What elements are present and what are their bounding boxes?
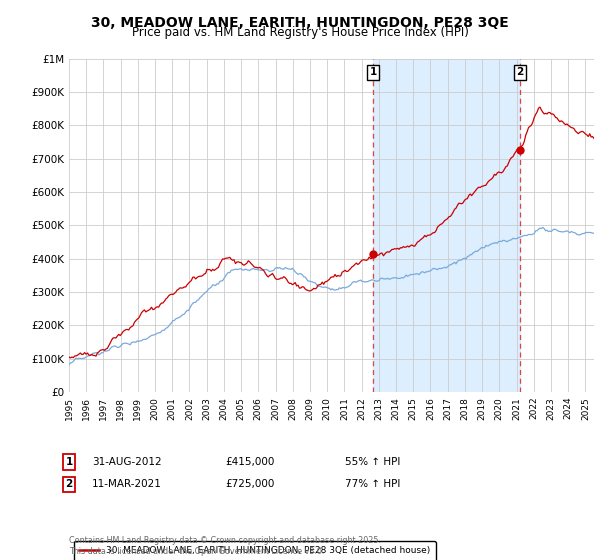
Text: 2: 2 [65, 479, 73, 489]
Text: 77% ↑ HPI: 77% ↑ HPI [345, 479, 400, 489]
Text: £725,000: £725,000 [225, 479, 274, 489]
Text: 1: 1 [370, 67, 377, 77]
Bar [373, 59, 520, 392]
Text: 1: 1 [65, 457, 73, 467]
Text: Price paid vs. HM Land Registry's House Price Index (HPI): Price paid vs. HM Land Registry's House … [131, 26, 469, 39]
Text: £415,000: £415,000 [225, 457, 274, 467]
Text: 11-MAR-2021: 11-MAR-2021 [92, 479, 161, 489]
Text: 2: 2 [516, 67, 523, 77]
Text: Contains HM Land Registry data © Crown copyright and database right 2025.
This d: Contains HM Land Registry data © Crown c… [69, 536, 381, 556]
Text: 55% ↑ HPI: 55% ↑ HPI [345, 457, 400, 467]
Text: 30, MEADOW LANE, EARITH, HUNTINGDON, PE28 3QE: 30, MEADOW LANE, EARITH, HUNTINGDON, PE2… [91, 16, 509, 30]
Legend: 30, MEADOW LANE, EARITH, HUNTINGDON, PE28 3QE (detached house), HPI: Average pri: 30, MEADOW LANE, EARITH, HUNTINGDON, PE2… [74, 541, 436, 560]
Text: 31-AUG-2012: 31-AUG-2012 [92, 457, 161, 467]
